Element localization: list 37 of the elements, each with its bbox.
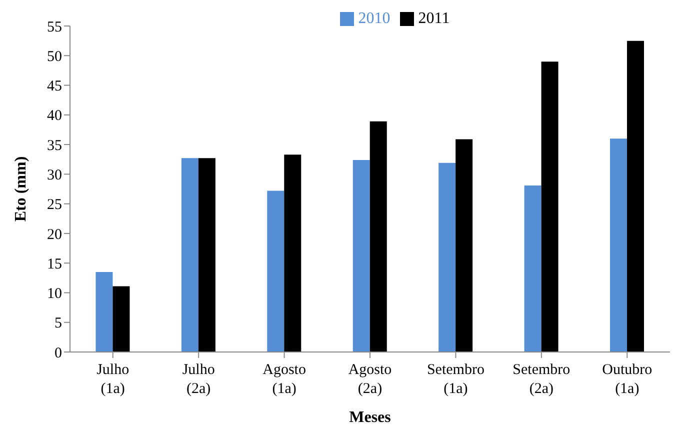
- y-tick-label: 30: [47, 168, 62, 184]
- legend-label: 2011: [418, 10, 450, 27]
- bar: [181, 158, 198, 352]
- y-tick-label: 40: [47, 108, 62, 124]
- x-tick-label: Julho (2a): [182, 362, 215, 397]
- bar: [370, 121, 387, 352]
- bar: [352, 160, 370, 352]
- y-tick-label: 45: [47, 78, 62, 95]
- y-tick-label: 20: [47, 226, 62, 243]
- bar: [112, 286, 130, 352]
- bar: [541, 62, 558, 352]
- x-tick-label: Agosto (1a): [262, 362, 306, 397]
- bar: [96, 272, 113, 352]
- y-tick-label: 15: [47, 256, 62, 272]
- x-tick-label: Setembro (1a): [426, 362, 484, 397]
- bar: [198, 158, 216, 352]
- bar: [456, 139, 473, 352]
- x-tick-label: Julho (1a): [96, 362, 130, 397]
- y-tick-label: 10: [47, 286, 62, 302]
- x-tick-label: Setembro (2a): [512, 362, 570, 397]
- y-tick-label: 35: [47, 138, 62, 154]
- y-tick-label: 25: [47, 197, 62, 214]
- x-axis-title: Meses: [349, 409, 391, 426]
- y-tick-label: 50: [47, 48, 62, 65]
- bar: [267, 190, 284, 352]
- legend-label: 2010: [358, 10, 390, 27]
- x-tick-label: Agosto (2a): [348, 362, 392, 397]
- bar: [438, 162, 456, 352]
- bar: [284, 154, 302, 352]
- y-tick-label: 55: [47, 19, 62, 36]
- y-tick-label: 5: [54, 316, 62, 332]
- bar: [610, 138, 627, 352]
- bar: [524, 185, 542, 352]
- x-tick-label: Outubro (1a): [602, 362, 652, 397]
- bar: [627, 40, 644, 352]
- y-tick-label: 0: [54, 345, 62, 362]
- y-axis-title: Eto (mm): [12, 156, 30, 222]
